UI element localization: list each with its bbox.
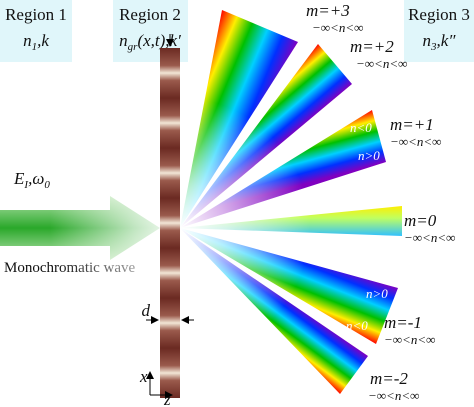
order-range: −∞<n<∞ [312, 20, 363, 35]
region-box [404, 0, 474, 62]
order-range: −∞<n<∞ [384, 332, 435, 347]
thickness-label: d [142, 301, 151, 320]
incident-label: EI,ω0 [13, 169, 50, 191]
order-label: m=0 [404, 211, 437, 230]
diffracted-beams [50, 10, 402, 394]
grating [160, 48, 180, 398]
region-index: n3,k″ [423, 31, 457, 53]
region-title: Region 2 [119, 5, 181, 24]
order-label: m=-1 [384, 313, 422, 332]
region-box [0, 0, 72, 62]
inner-label: n<0 [346, 318, 368, 333]
order-range: −∞<n<∞ [368, 388, 419, 403]
axis-label: x [139, 367, 148, 386]
order-label: m=+3 [306, 1, 350, 20]
order-label: m=-2 [370, 369, 408, 388]
inner-label: n>0 [366, 286, 388, 301]
inner-label: n<0 [350, 120, 372, 135]
order-label: m=+1 [390, 115, 434, 134]
region-index: n1,k [23, 31, 49, 53]
order-label: m=+2 [350, 37, 394, 56]
order-range: −∞<n<∞ [404, 230, 455, 245]
region-title: Region 3 [408, 5, 470, 24]
order-range: −∞<n<∞ [356, 56, 407, 71]
axis-label: z [163, 390, 171, 407]
order-range: −∞<n<∞ [390, 134, 441, 149]
inner-label: n>0 [358, 148, 380, 163]
region-title: Region 1 [5, 5, 67, 24]
